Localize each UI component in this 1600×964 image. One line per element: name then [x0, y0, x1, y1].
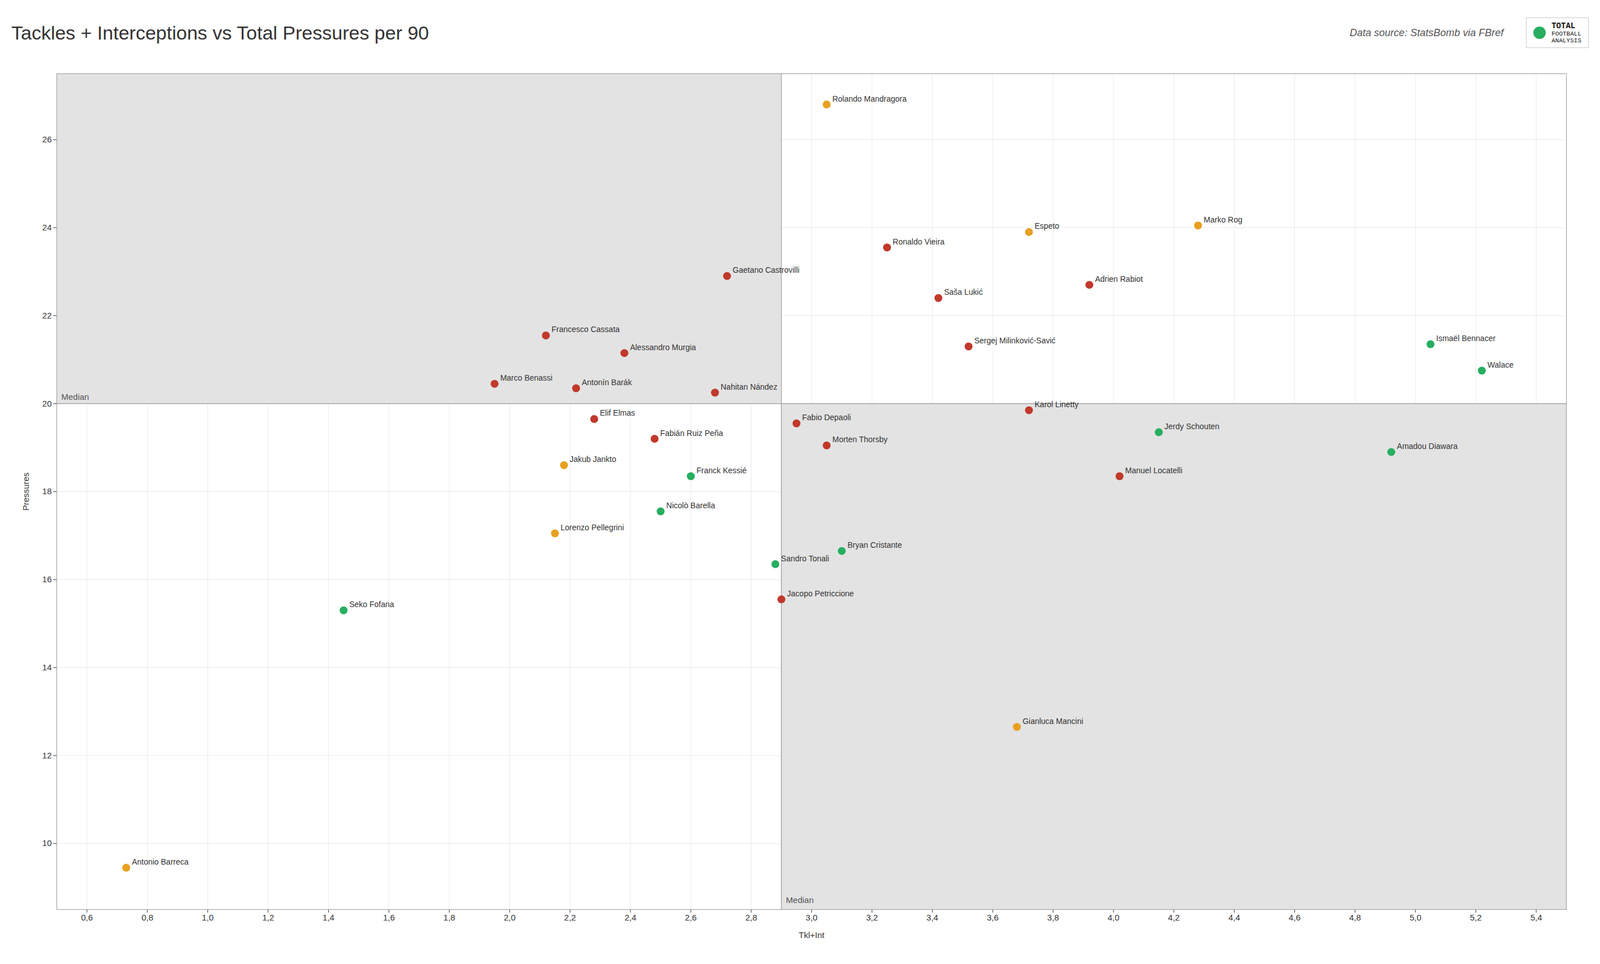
svg-text:Nicolò Barella: Nicolò Barella [666, 501, 716, 511]
svg-text:Espeto: Espeto [1034, 221, 1060, 231]
svg-text:Adrien Rabiot: Adrien Rabiot [1094, 274, 1143, 284]
svg-text:Jakub Jankto: Jakub Jankto [569, 454, 617, 464]
svg-text:Marko Rog: Marko Rog [1203, 215, 1243, 225]
svg-text:Antonín Barák: Antonín Barák [581, 377, 633, 388]
svg-text:Rolando Mandragora: Rolando Mandragora [832, 94, 907, 104]
svg-text:Manuel Locatelli: Manuel Locatelli [1125, 466, 1183, 476]
svg-text:5,2: 5,2 [1470, 912, 1482, 923]
svg-text:0,6: 0,6 [81, 912, 94, 923]
svg-text:16: 16 [42, 574, 52, 585]
svg-text:Ronaldo Vieira: Ronaldo Vieira [892, 237, 945, 247]
svg-text:Bryan Cristante: Bryan Cristante [847, 540, 903, 550]
svg-text:Median: Median [785, 895, 814, 906]
svg-text:Fabián Ruiz Peña: Fabián Ruiz Peña [660, 428, 724, 438]
svg-text:26: 26 [42, 134, 52, 145]
svg-text:Elif Elmas: Elif Elmas [600, 408, 636, 418]
svg-text:2,2: 2,2 [564, 912, 577, 923]
svg-text:3,8: 3,8 [1047, 912, 1060, 923]
svg-text:3,0: 3,0 [805, 912, 818, 923]
svg-text:12: 12 [42, 750, 52, 761]
svg-text:Pressures: Pressures [20, 472, 31, 512]
svg-text:3,6: 3,6 [987, 912, 999, 923]
svg-text:4,2: 4,2 [1167, 912, 1180, 923]
svg-text:Alessandro Murgia: Alessandro Murgia [629, 342, 697, 352]
svg-text:1,8: 1,8 [443, 912, 456, 923]
svg-text:Morten Thorsby: Morten Thorsby [832, 435, 888, 445]
html-text:Tackles + Interceptions vs Tot: Tackles + Interceptions vs Total Pressur… [11, 21, 429, 44]
svg-text:Ismaël Bennacer: Ismaël Bennacer [1436, 333, 1496, 343]
svg-text:Lorenzo Pellegrini: Lorenzo Pellegrini [560, 523, 624, 533]
svg-text:3,4: 3,4 [926, 912, 939, 923]
svg-text:4,0: 4,0 [1107, 912, 1120, 923]
svg-text:2,0: 2,0 [503, 912, 516, 923]
svg-text:Median: Median [61, 392, 90, 402]
svg-text:2,6: 2,6 [684, 912, 697, 923]
svg-text:Francesco Cassata: Francesco Cassata [551, 324, 620, 334]
html-text:ANALYSIS: ANALYSIS [1551, 37, 1582, 45]
svg-text:1,0: 1,0 [201, 912, 214, 923]
svg-text:22: 22 [42, 310, 52, 321]
svg-text:2,4: 2,4 [624, 912, 637, 923]
svg-text:Seko Fofana: Seko Fofana [349, 600, 395, 610]
svg-text:Sergej Milinković-Savić: Sergej Milinković-Savić [974, 336, 1056, 346]
svg-text:4,8: 4,8 [1349, 912, 1362, 923]
svg-text:10: 10 [42, 838, 52, 849]
svg-text:Gaetano Castrovilli: Gaetano Castrovilli [732, 265, 800, 275]
svg-text:1,2: 1,2 [262, 912, 275, 923]
svg-text:4,4: 4,4 [1228, 912, 1241, 923]
svg-text:Walace: Walace [1487, 360, 1514, 370]
svg-text:1,6: 1,6 [383, 912, 395, 923]
svg-text:4,6: 4,6 [1288, 912, 1301, 923]
svg-text:1,4: 1,4 [322, 912, 335, 923]
svg-text:24: 24 [42, 222, 52, 233]
html-text:FOOTBALL: FOOTBALL [1551, 30, 1582, 38]
svg-text:2,8: 2,8 [745, 912, 758, 923]
svg-text:Karol Linetty: Karol Linetty [1034, 400, 1079, 410]
svg-text:Amadou Diawara: Amadou Diawara [1397, 441, 1459, 451]
svg-text:Fabio Depaoli: Fabio Depaoli [802, 412, 851, 423]
svg-text:18: 18 [42, 486, 52, 497]
svg-text:14: 14 [42, 662, 52, 673]
svg-text:Franck Kessié: Franck Kessié [696, 466, 747, 476]
svg-text:5,4: 5,4 [1530, 912, 1543, 923]
svg-text:Nahitan Nández: Nahitan Nández [720, 382, 777, 392]
svg-text:Sandro Tonali: Sandro Tonali [780, 554, 829, 564]
svg-text:3,2: 3,2 [866, 912, 878, 923]
svg-text:Jerdy Schouten: Jerdy Schouten [1164, 422, 1220, 432]
svg-text:Gianluca Mancini: Gianluca Mancini [1022, 716, 1084, 726]
html-text:TOTAL: TOTAL [1551, 21, 1576, 31]
svg-text:Antonio Barreca: Antonio Barreca [131, 857, 189, 867]
svg-text:5,0: 5,0 [1409, 912, 1422, 923]
svg-text:Marco Benassi: Marco Benassi [500, 373, 553, 383]
svg-text:Jacopo Petriccione: Jacopo Petriccione [787, 589, 855, 599]
svg-text:0,8: 0,8 [141, 912, 154, 923]
svg-text:Tkl+Int: Tkl+Int [798, 930, 825, 941]
html-text:Data source: StatsBomb via FBr: Data source: StatsBomb via FBref [1349, 26, 1504, 39]
svg-text:20: 20 [42, 398, 52, 409]
svg-text:Saša Lukić: Saša Lukić [944, 287, 983, 297]
